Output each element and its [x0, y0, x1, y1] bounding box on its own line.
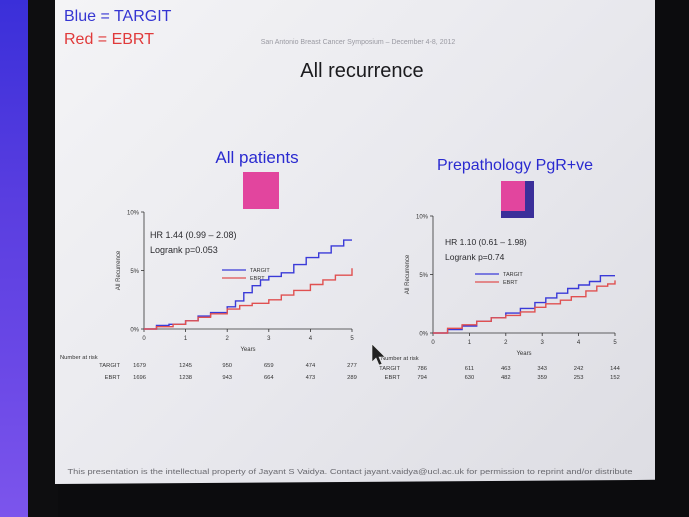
slide-title: All recurrence — [300, 60, 423, 82]
chart-0-risk-value: 277 — [347, 363, 357, 369]
chart-1-risk-value: 152 — [610, 375, 620, 381]
chart-0-legend-label: TARGIT — [250, 268, 270, 274]
conference-header: San Antonio Breast Cancer Symposium – De… — [261, 39, 456, 46]
chart-0-x-tick-label: 4 — [309, 336, 313, 342]
chart-0-series-ebrt — [144, 268, 353, 330]
chart-1-risk-row-label: EBRT — [385, 375, 401, 381]
chart-1-x-tick-label: 0 — [431, 340, 435, 346]
chart-1-series-ebrt — [433, 280, 616, 334]
chart-1-legend-label: EBRT — [503, 280, 518, 286]
chart-0-risk-table-header: Number at risk — [60, 355, 98, 361]
chart-1-risk-value: 630 — [465, 375, 475, 381]
chart-1-annotation-line: HR 1.10 (0.61 – 1.98) — [445, 237, 527, 247]
chart-1-annotation-line: Logrank p=0.74 — [445, 252, 505, 262]
chart-0-y-axis-label: All Recurrence — [116, 250, 122, 290]
chart-1-y-tick-label: 0% — [419, 332, 428, 338]
chart-1-risk-value: 253 — [574, 375, 584, 381]
chart-0-risk-value: 664 — [264, 375, 274, 381]
chart-1-risk-value: 242 — [574, 366, 584, 372]
chart-1-risk-row-n: 794 — [417, 375, 427, 381]
chart-0-risk-value: 950 — [222, 363, 232, 369]
chart-1-y-tick-label: 10% — [416, 215, 429, 221]
chart-1-legend-label: TARGIT — [503, 272, 523, 278]
chart-0-x-axis-label: Years — [240, 347, 255, 353]
chart-0-risk-value: 473 — [306, 375, 316, 381]
copyright-footer: This presentation is the intellectual pr… — [68, 467, 633, 476]
chart-0-title: All patients — [215, 148, 298, 167]
chart-0-risk-value: 474 — [306, 363, 316, 369]
chart-0-x-tick-label: 3 — [267, 336, 271, 342]
chart-1-risk-row-label: TARGIT — [379, 366, 400, 372]
chart-1-risk-table-header: Number at risk — [381, 356, 419, 362]
chart-0-risk-row-n: 1679 — [133, 363, 146, 369]
chart-1-risk-value: 463 — [501, 366, 511, 372]
chart-0-risk-value: 659 — [264, 363, 274, 369]
legend-targit-text: Blue = TARGIT — [64, 8, 172, 25]
chart-0-legend-label: EBRT — [250, 276, 265, 282]
chart-0-risk-row-n: 1696 — [133, 375, 146, 381]
chart-0-risk-row-label: EBRT — [105, 375, 121, 381]
screen-frame-gap — [28, 0, 58, 517]
chart-1-x-axis-label: Years — [516, 351, 531, 357]
chart-1-risk-value: 144 — [610, 366, 620, 372]
mouse-cursor-icon — [371, 343, 386, 366]
chart-0-y-tick-label: 5% — [130, 269, 139, 275]
chart-1-y-tick-label: 5% — [419, 273, 428, 279]
chart-1-risk-value: 359 — [537, 375, 547, 381]
chart-1-risk-value: 343 — [537, 366, 547, 372]
chart-0-y-tick-label: 10% — [127, 211, 140, 217]
chart-1-x-tick-label: 3 — [541, 340, 545, 346]
chart-0-annotation-line: HR 1.44 (0.99 – 2.08) — [150, 230, 237, 240]
chart-0-x-tick-label: 2 — [226, 336, 230, 342]
legend-ebrt-text: Red = EBRT — [64, 31, 154, 48]
chart-0-x-tick-label: 0 — [142, 336, 146, 342]
chart-0-annotation-line: Logrank p=0.053 — [150, 245, 218, 255]
chart-1-x-tick-label: 2 — [504, 340, 508, 346]
chart-1-x-tick-label: 1 — [468, 340, 472, 346]
color-swatch-pink — [243, 172, 279, 209]
chart-1-risk-row-n: 786 — [417, 366, 427, 372]
chart-1-risk-value: 482 — [501, 375, 511, 381]
chart-0-risk-value: 289 — [347, 375, 357, 381]
chart-1-risk-value: 611 — [465, 366, 474, 372]
chart-0-y-tick-label: 0% — [130, 328, 139, 334]
chart-0-risk-value: 1245 — [179, 363, 192, 369]
chart-0-risk-value: 943 — [222, 375, 232, 381]
chart-0-x-tick-label: 1 — [184, 336, 188, 342]
chart-0-risk-value: 1238 — [179, 375, 192, 381]
color-swatch-pink-overlay — [501, 181, 525, 211]
chart-1-x-tick-label: 5 — [613, 340, 617, 346]
chart-1-x-tick-label: 4 — [577, 340, 581, 346]
chart-0-risk-row-label: TARGIT — [99, 363, 120, 369]
chart-0-x-tick-label: 5 — [350, 336, 354, 342]
chart-1-series-targit — [433, 275, 615, 334]
chart-1-title: Prepathology PgR+ve — [437, 157, 593, 174]
chart-1-y-axis-label: All Recurrence — [405, 254, 411, 294]
